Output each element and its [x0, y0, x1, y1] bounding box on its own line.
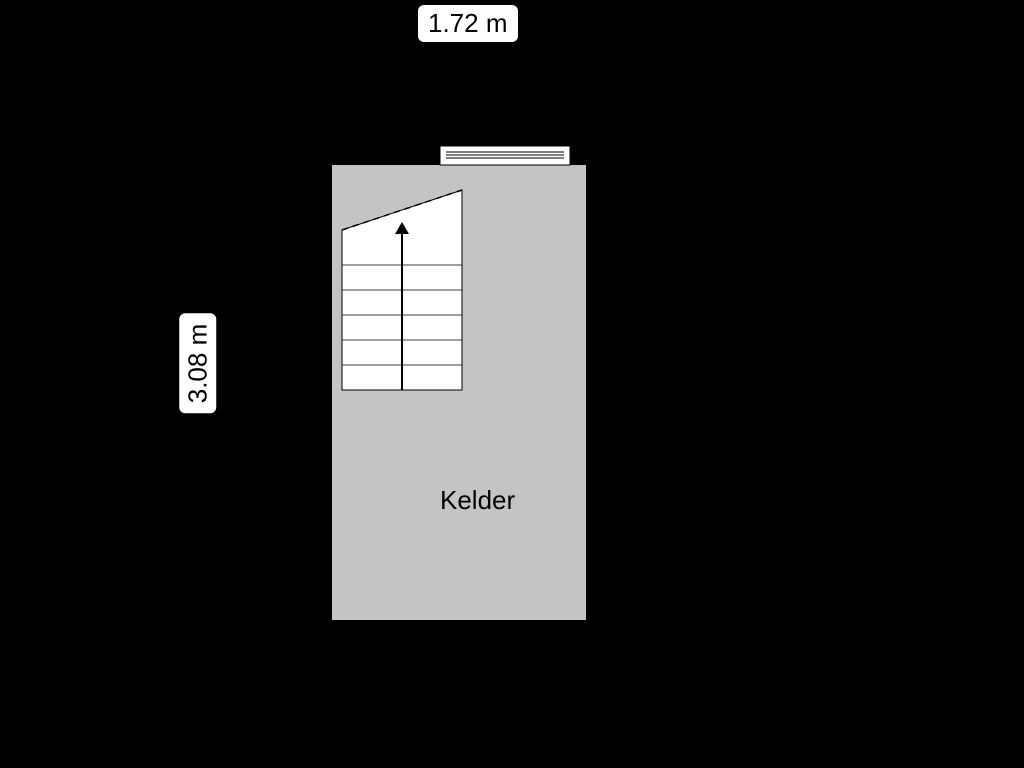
room-label: Kelder: [440, 485, 515, 516]
dimension-height-label: 3.08 m: [179, 314, 216, 414]
wall-opening: [440, 146, 570, 165]
floorplan-canvas: 1.72 m 3.08 m Kelder: [0, 0, 1024, 768]
floorplan-svg: [0, 0, 1024, 768]
dimension-width-label: 1.72 m: [418, 5, 518, 42]
